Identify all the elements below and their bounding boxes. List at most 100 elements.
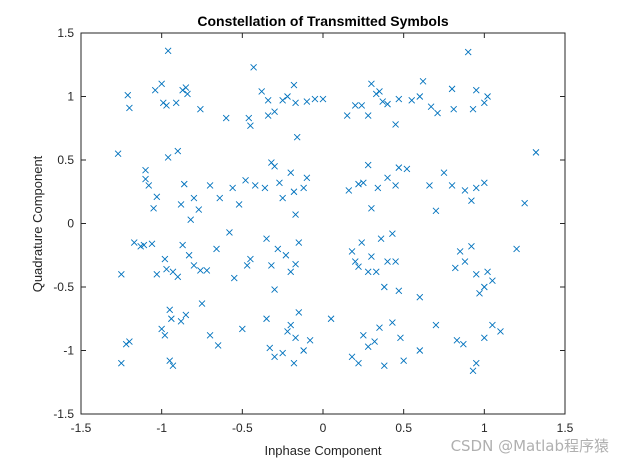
data-point-marker: [371, 338, 378, 345]
data-point-marker: [293, 133, 301, 141]
data-point-marker: [395, 164, 403, 171]
data-point-marker: [364, 161, 372, 169]
data-point-marker: [376, 88, 383, 95]
data-point-marker: [284, 93, 291, 100]
data-point-marker: [247, 255, 254, 263]
data-point-marker: [226, 229, 233, 236]
scatter-points: [114, 47, 540, 375]
data-point-marker: [197, 267, 204, 274]
data-point-marker: [372, 90, 380, 98]
data-point-marker: [384, 100, 391, 108]
data-point-marker: [327, 315, 335, 323]
y-tick-label: 1: [67, 90, 74, 104]
data-point-marker: [295, 239, 303, 246]
data-point-marker: [364, 268, 372, 276]
data-point-marker: [185, 251, 193, 259]
data-point-marker: [461, 187, 469, 194]
data-point-marker: [426, 182, 433, 189]
data-point-marker: [472, 270, 480, 278]
data-point-marker: [230, 274, 238, 282]
x-tick-label: -1: [156, 421, 167, 435]
data-point-marker: [448, 182, 456, 189]
data-point-marker: [290, 188, 298, 196]
data-point-marker: [364, 112, 372, 119]
data-point-marker: [271, 353, 278, 361]
data-point-marker: [140, 241, 148, 249]
data-point-marker: [271, 163, 278, 170]
data-point-marker: [282, 251, 290, 259]
data-point-marker: [290, 81, 298, 89]
data-point-marker: [351, 258, 359, 265]
data-point-marker: [263, 315, 270, 323]
data-point-marker: [166, 306, 174, 314]
data-point-marker: [468, 197, 475, 204]
data-point-marker: [271, 108, 278, 116]
data-point-marker: [358, 102, 366, 109]
data-point-marker: [384, 258, 391, 265]
data-point-marker: [287, 268, 295, 276]
tick-labels: -1.5 -1 -0.5 0 0.5 1 1.5 -1.5 -1 -0.5 0 0.5 1 1.5: [53, 26, 573, 435]
data-point-marker: [416, 93, 424, 100]
y-tick-label: 0: [67, 217, 74, 231]
data-point-marker: [290, 359, 298, 367]
data-point-marker: [153, 193, 161, 201]
data-point-marker: [456, 248, 464, 255]
data-point-marker: [168, 315, 175, 323]
data-point-marker: [303, 174, 311, 182]
data-point-marker: [126, 104, 133, 112]
x-axis-label: Inphase Component: [264, 443, 381, 458]
x-tick-label: 1.5: [557, 421, 574, 435]
data-point-marker: [166, 357, 174, 364]
data-point-marker: [300, 347, 307, 354]
data-point-marker: [198, 300, 206, 307]
data-point-marker: [279, 96, 286, 104]
data-point-marker: [360, 331, 367, 339]
data-point-marker: [203, 267, 211, 274]
data-point-marker: [124, 91, 132, 99]
data-point-marker: [264, 96, 272, 104]
data-point-marker: [311, 95, 319, 103]
data-point-marker: [142, 166, 149, 174]
x-tick-label: 1: [481, 421, 488, 435]
data-point-marker: [292, 99, 299, 107]
chart-title: Constellation of Transmitted Symbols: [197, 13, 448, 29]
data-point-marker: [242, 177, 249, 184]
data-point-marker: [432, 207, 440, 215]
data-point-marker: [182, 311, 190, 319]
data-point-marker: [239, 325, 246, 333]
data-point-marker: [419, 77, 427, 85]
data-point-marker: [380, 283, 388, 291]
data-point-marker: [472, 86, 480, 94]
data-point-marker: [481, 283, 488, 291]
data-point-marker: [379, 98, 387, 105]
data-point-marker: [469, 105, 477, 113]
data-point-marker: [266, 344, 274, 352]
data-point-marker: [292, 211, 299, 218]
data-point-marker: [364, 343, 372, 351]
x-tick-label: -1.5: [71, 421, 92, 435]
data-point-marker: [472, 184, 480, 192]
data-point-marker: [206, 182, 214, 189]
data-point-marker: [161, 331, 169, 339]
data-point-marker: [451, 264, 459, 272]
data-point-marker: [380, 362, 388, 370]
data-point-marker: [489, 321, 496, 329]
data-point-marker: [376, 324, 383, 331]
data-point-marker: [287, 321, 295, 329]
data-point-marker: [351, 102, 359, 109]
data-point-marker: [271, 286, 278, 293]
data-point-marker: [264, 112, 272, 119]
data-point-marker: [532, 149, 540, 156]
data-point-marker: [161, 255, 169, 263]
data-point-marker: [481, 334, 488, 342]
y-tick-label: 0.5: [57, 153, 74, 167]
data-point-marker: [295, 309, 303, 316]
data-point-marker: [440, 169, 448, 177]
data-point-marker: [432, 321, 440, 329]
data-point-marker: [174, 147, 182, 155]
data-point-marker: [184, 90, 191, 98]
data-point-marker: [408, 96, 416, 104]
data-point-marker: [177, 317, 185, 325]
data-point-marker: [148, 240, 156, 248]
data-point-marker: [389, 230, 396, 237]
